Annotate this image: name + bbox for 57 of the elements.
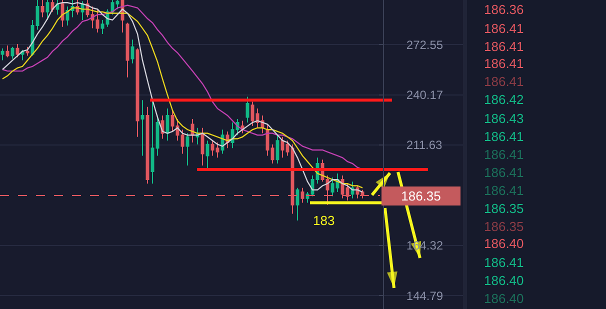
ref-line-label: 183	[313, 213, 335, 228]
candlestick	[140, 100, 144, 156]
candlestick	[250, 101, 254, 127]
y-tick-label: 272.55	[406, 38, 444, 52]
candlestick	[6, 44, 10, 58]
candlestick	[200, 127, 204, 166]
text: 186.40	[484, 273, 524, 288]
candlestick	[150, 100, 154, 184]
candlestick	[116, 0, 120, 10]
candlestick	[216, 142, 220, 158]
text: 186.35	[484, 201, 524, 216]
text: 186.42	[484, 92, 524, 107]
text: 186.40	[484, 291, 524, 306]
candlestick	[246, 96, 250, 123]
candlestick	[186, 132, 190, 166]
candlestick	[26, 46, 30, 56]
text: 186.40	[484, 236, 524, 251]
text: 186.41	[484, 74, 524, 89]
text: 186.35	[484, 219, 524, 234]
text: 186.36	[484, 2, 524, 17]
text: 186.41	[484, 147, 524, 162]
candlestick	[10, 46, 14, 60]
candlestick	[156, 114, 160, 156]
text: 186.41	[484, 255, 524, 270]
candlestick	[96, 8, 100, 34]
candlestick	[126, 22, 130, 78]
candlestick	[270, 144, 274, 164]
y-tick-label: 240.17	[406, 88, 444, 102]
text: 186.41	[484, 183, 524, 198]
text: 186.41	[484, 56, 524, 71]
candlestick	[16, 43, 20, 58]
candlestick	[286, 140, 290, 156]
ref-line-label: 186.35	[401, 188, 441, 204]
text: 186.43	[484, 111, 524, 126]
candlestick	[210, 140, 214, 156]
candlestick	[36, 0, 40, 30]
text: 186.41	[484, 129, 524, 144]
candlestick	[330, 177, 334, 197]
candlestick	[300, 187, 304, 204]
candlestick	[0, 48, 4, 61]
candlestick	[40, 0, 44, 18]
candlestick	[206, 140, 210, 170]
y-tick-label: 144.79	[406, 288, 444, 303]
candlestick	[170, 110, 174, 132]
text: 186.41	[484, 39, 524, 54]
candlestick	[130, 39, 134, 64]
candlestick	[276, 134, 280, 164]
candlestick	[46, 0, 50, 21]
candlestick	[296, 187, 300, 221]
candlestick	[166, 108, 170, 142]
text: 186.41	[484, 165, 524, 180]
candlestick	[100, 20, 104, 34]
candlestick	[280, 136, 284, 158]
y-tick-label: 211.63	[406, 138, 443, 152]
text: 186.41	[484, 21, 524, 36]
candlestick	[136, 48, 140, 138]
candlestick	[180, 129, 184, 154]
